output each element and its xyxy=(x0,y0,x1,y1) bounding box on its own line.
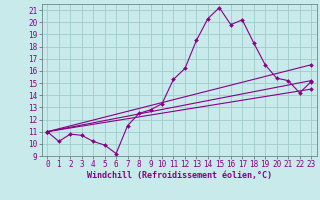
X-axis label: Windchill (Refroidissement éolien,°C): Windchill (Refroidissement éolien,°C) xyxy=(87,171,272,180)
